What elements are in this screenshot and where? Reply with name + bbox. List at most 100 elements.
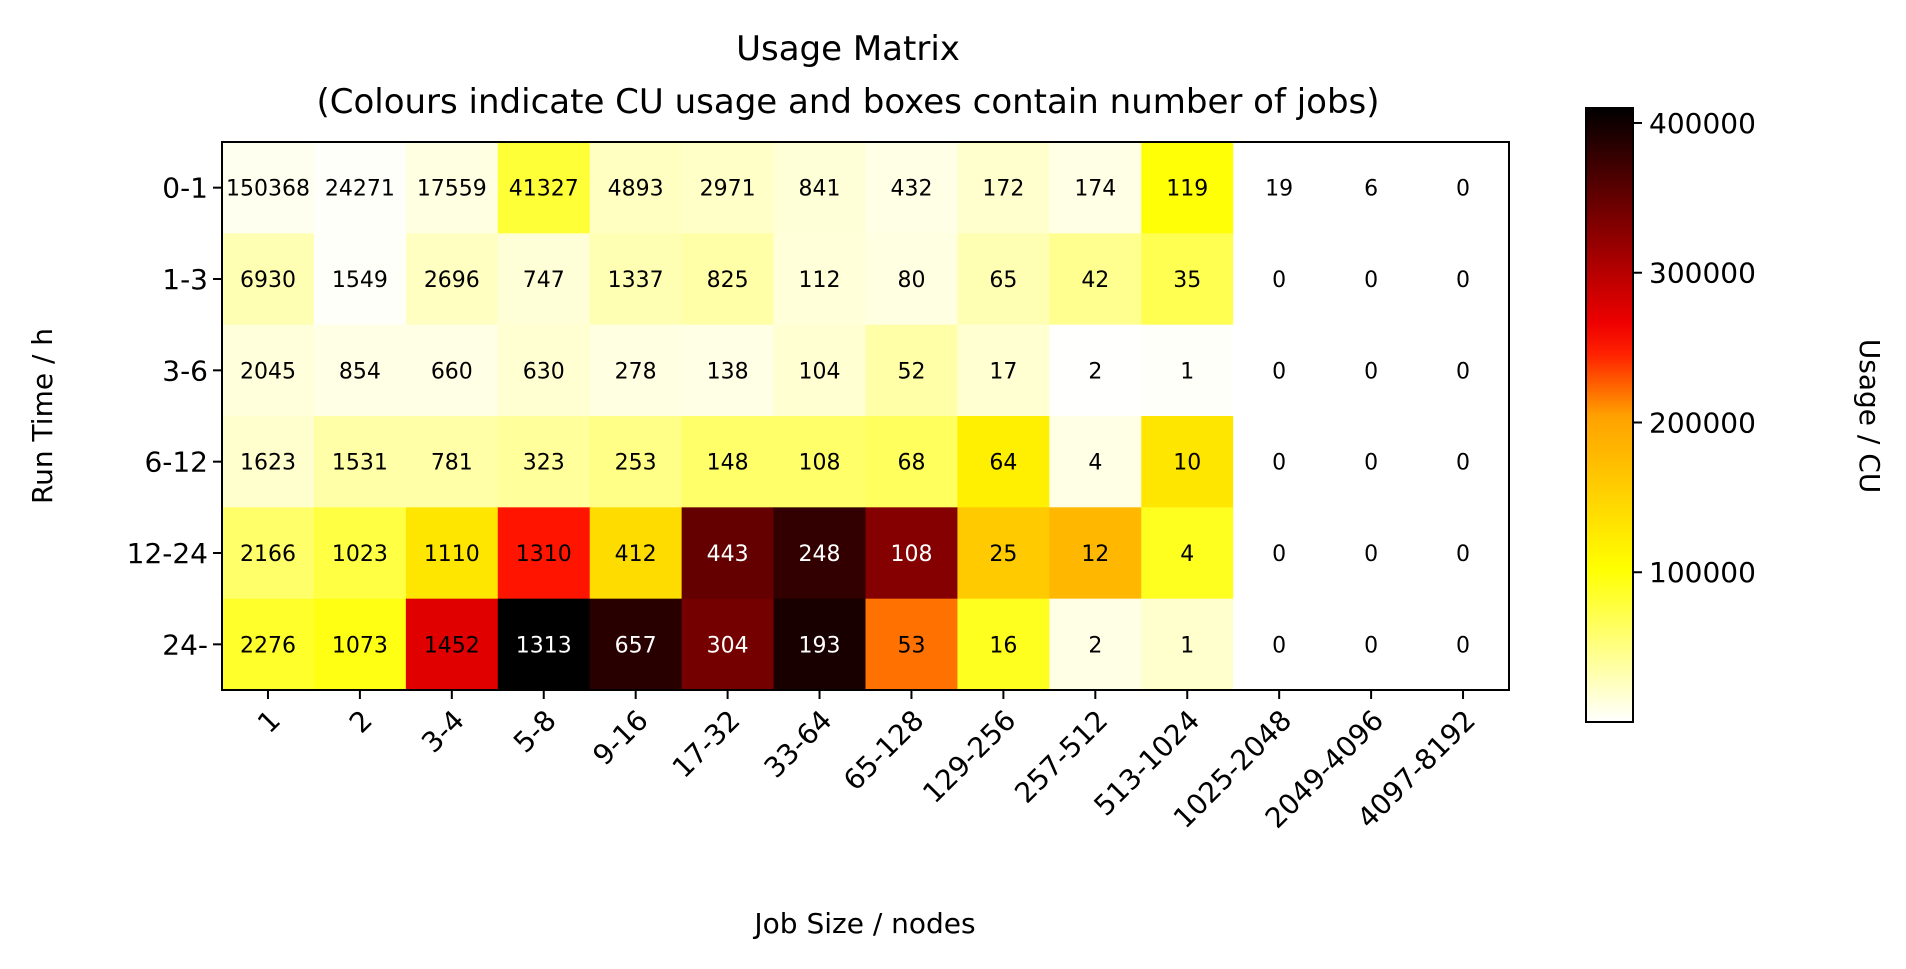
heatmap-cell bbox=[1417, 416, 1510, 508]
cell-job-count: 25 bbox=[989, 542, 1017, 567]
heatmap-cell bbox=[957, 233, 1050, 326]
cell-job-count: 1623 bbox=[240, 451, 296, 476]
cell-job-count: 0 bbox=[1456, 177, 1470, 202]
heatmap-cell bbox=[405, 416, 499, 508]
cell-job-count: 68 bbox=[897, 451, 925, 476]
heatmap-cell bbox=[1141, 233, 1234, 326]
cell-job-count: 35 bbox=[1173, 268, 1201, 293]
cell-job-count: 53 bbox=[897, 633, 925, 658]
x-tick-label: 17-32 bbox=[666, 704, 747, 785]
heatmap-cell bbox=[497, 233, 591, 326]
colorbar-label: Usage / CU bbox=[1853, 339, 1886, 494]
cell-job-count: 12 bbox=[1081, 542, 1109, 567]
chart-subtitle: (Colours indicate CU usage and boxes con… bbox=[316, 82, 1379, 122]
colorbar-tick-label: 100000 bbox=[1649, 556, 1756, 589]
heatmap-cell bbox=[1417, 507, 1510, 600]
cell-job-count: 825 bbox=[707, 268, 749, 293]
heatmap-cell bbox=[773, 324, 867, 417]
heatmap-cell bbox=[1141, 598, 1234, 691]
x-axis-ticks: 1 2 3-4 5-8 9-16 17-32 33-6465-128129-256257-5… bbox=[251, 690, 1482, 835]
cell-job-count: 781 bbox=[431, 451, 473, 476]
cell-job-count: 443 bbox=[707, 542, 749, 567]
heatmap-cell bbox=[222, 416, 315, 508]
heatmap-cell bbox=[222, 507, 315, 600]
heatmap-cell bbox=[222, 142, 315, 234]
y-tick-label: 24- bbox=[162, 628, 208, 661]
heatmap-cell bbox=[957, 142, 1050, 234]
heatmap-cell bbox=[1417, 142, 1510, 234]
heatmap-cell bbox=[1325, 233, 1418, 326]
heatmap-cell bbox=[865, 416, 959, 508]
cell-job-count: 0 bbox=[1272, 633, 1286, 658]
cell-job-count: 1337 bbox=[608, 268, 664, 293]
x-tick-label: 2 bbox=[343, 704, 379, 740]
heatmap-cell bbox=[773, 507, 867, 600]
heatmap-cell bbox=[1141, 142, 1234, 234]
heatmap-cell bbox=[1049, 598, 1142, 691]
cell-job-count: 0 bbox=[1364, 359, 1378, 384]
x-tick-label: 33-64 bbox=[758, 704, 839, 785]
cell-job-count: 2971 bbox=[700, 177, 756, 202]
heatmap-cell bbox=[1233, 507, 1326, 600]
cell-job-count: 854 bbox=[339, 359, 381, 384]
cell-job-count: 138 bbox=[707, 359, 749, 384]
cell-job-count: 1 bbox=[1180, 633, 1194, 658]
cell-job-count: 0 bbox=[1456, 268, 1470, 293]
heatmap-cell bbox=[1325, 324, 1418, 417]
cell-job-count: 119 bbox=[1166, 177, 1208, 202]
heatmap-cell bbox=[405, 507, 499, 600]
cell-job-count: 1310 bbox=[516, 542, 572, 567]
cell-job-count: 19 bbox=[1265, 177, 1293, 202]
heatmap-cell bbox=[1325, 416, 1418, 508]
heatmap-cell bbox=[681, 324, 775, 417]
cell-job-count: 2166 bbox=[240, 542, 296, 567]
x-tick-label: 5-8 bbox=[507, 704, 563, 760]
heatmap-cell bbox=[1325, 507, 1418, 600]
cell-job-count: 193 bbox=[799, 633, 841, 658]
cell-job-count: 0 bbox=[1272, 359, 1286, 384]
cell-job-count: 4893 bbox=[608, 177, 664, 202]
colorbar bbox=[1585, 107, 1634, 723]
y-tick-label: 3-6 bbox=[162, 354, 208, 387]
heatmap-cell bbox=[405, 324, 499, 417]
heatmap-cell bbox=[1325, 598, 1418, 691]
heatmap-cell bbox=[1233, 324, 1326, 417]
heatmap-cell bbox=[497, 324, 591, 417]
cell-job-count: 2045 bbox=[240, 359, 296, 384]
heatmap-cell bbox=[1141, 507, 1234, 600]
heatmap-cell bbox=[1417, 233, 1510, 326]
cell-job-count: 6930 bbox=[240, 268, 296, 293]
heatmap-cell bbox=[1049, 233, 1142, 326]
heatmap-cell bbox=[773, 233, 867, 326]
cell-job-count: 657 bbox=[615, 633, 657, 658]
cell-job-count: 150368 bbox=[226, 177, 310, 202]
heatmap-cell bbox=[957, 324, 1050, 417]
y-tick-label: 6-12 bbox=[144, 446, 208, 479]
colorbar-ticks: 100000 200000 300000 400000 bbox=[1633, 107, 1756, 589]
cell-job-count: 108 bbox=[890, 542, 932, 567]
heatmap-cell bbox=[1049, 142, 1142, 234]
heatmap-cell bbox=[313, 416, 407, 508]
cell-job-count: 747 bbox=[523, 268, 565, 293]
heatmap-cell bbox=[865, 507, 959, 600]
cell-job-count: 304 bbox=[707, 633, 749, 658]
colorbar-tick-label: 300000 bbox=[1649, 257, 1756, 290]
heatmap-cell bbox=[865, 598, 959, 691]
heatmap-cell bbox=[222, 598, 315, 691]
x-tick-label: 3-4 bbox=[415, 704, 471, 760]
heatmap-cell bbox=[589, 142, 683, 234]
cell-job-count: 0 bbox=[1456, 359, 1470, 384]
heatmap-cell bbox=[497, 507, 591, 600]
heatmap-cell bbox=[589, 416, 683, 508]
cell-job-count: 41327 bbox=[509, 177, 579, 202]
cell-job-count: 2 bbox=[1088, 633, 1102, 658]
heatmap-cell bbox=[222, 233, 315, 326]
cell-job-count: 64 bbox=[989, 451, 1017, 476]
cell-job-count: 1549 bbox=[332, 268, 388, 293]
cell-job-count: 323 bbox=[523, 451, 565, 476]
y-tick-label: 1-3 bbox=[162, 263, 208, 296]
cell-job-count: 278 bbox=[615, 359, 657, 384]
heatmap-cell bbox=[773, 598, 867, 691]
cell-job-count: 172 bbox=[982, 177, 1024, 202]
cell-job-count: 841 bbox=[799, 177, 841, 202]
